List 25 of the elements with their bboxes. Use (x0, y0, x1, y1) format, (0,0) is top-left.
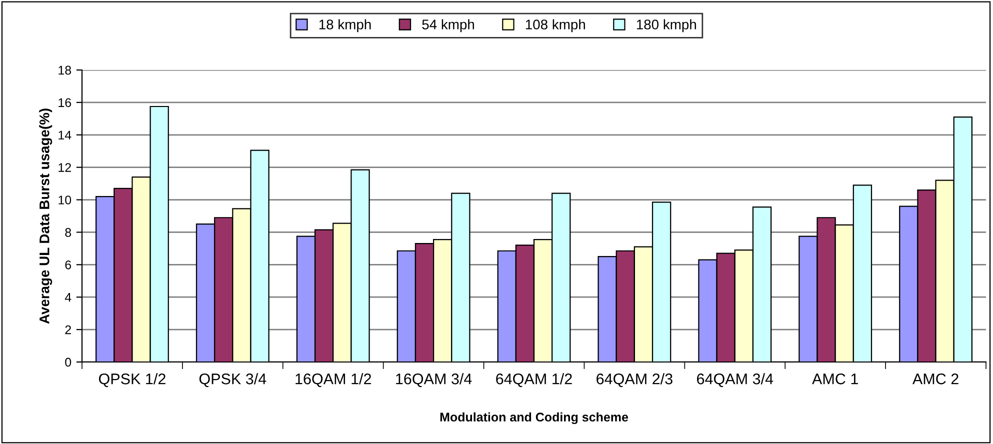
y-tick-label: 4 (64, 293, 72, 302)
x-tick-label: 64QAM 1/2 (496, 373, 572, 388)
y-tick-label: 14 (58, 130, 72, 140)
x-tick-label: 64QAM 3/4 (697, 373, 774, 388)
y-tick-label: 2 (65, 325, 71, 334)
y-tick-label: 12 (58, 163, 71, 172)
x-tick-label: 16QAM 1/2 (296, 373, 371, 388)
x-tick-label: 16QAM 3/4 (396, 373, 472, 388)
y-tick-label: 10 (58, 196, 72, 204)
x-axis-title: Modulation and Coding scheme (440, 412, 628, 424)
legend-label: 54 kmph (422, 19, 474, 32)
legend-label: 108 kmph (526, 19, 585, 32)
legend-label: 18 kmph (319, 19, 371, 32)
x-tick-label: AMC 2 (912, 374, 958, 384)
y-tick-label: 0 (65, 358, 72, 367)
y-tick-label: 18 (58, 66, 72, 75)
legend-label: 180 kmph (636, 19, 696, 32)
x-tick-label: 64QAM 2/3 (596, 373, 672, 388)
y-tick-label: 8 (65, 228, 72, 237)
y-axis-title: Average UL Data Burst usage(%) (39, 108, 52, 324)
x-tick-label: QPSK 1/2 (98, 373, 166, 388)
x-tick-label: AMC 1 (812, 374, 858, 384)
x-tick-label: QPSK 3/4 (199, 373, 266, 388)
y-tick-label: 16 (58, 98, 72, 108)
y-tick-label: 6 (65, 260, 72, 270)
